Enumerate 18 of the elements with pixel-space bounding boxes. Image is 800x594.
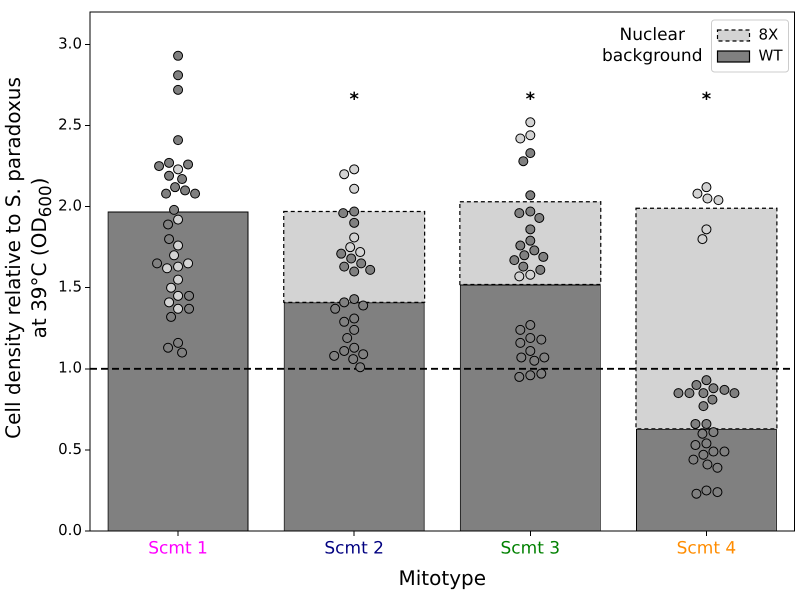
x-tick-label: Scmt 2 (324, 538, 384, 559)
x-tick-label: Scmt 4 (676, 538, 736, 559)
y-tick-label: 2.0 (58, 196, 82, 215)
x-tick-label: Scmt 1 (148, 538, 208, 559)
annotation: * (526, 88, 536, 110)
legend-title: Nuclear background (602, 24, 703, 66)
y-tick-label: 0.0 (58, 520, 82, 539)
x-axis-title: Mitotype (398, 566, 486, 590)
annotation: * (702, 88, 712, 110)
y-tick-label: 2.5 (58, 115, 82, 134)
annotation: * (349, 88, 360, 110)
legend-label: WT (758, 46, 784, 64)
x-tick-label: Scmt 3 (500, 538, 560, 559)
y-tick-label: 0.5 (58, 440, 82, 458)
y-tick-label: 1.5 (58, 278, 82, 296)
y-tick-label: 1.0 (58, 358, 82, 377)
legend-label: 8X (758, 25, 778, 44)
y-tick-label: 3.0 (58, 34, 82, 52)
